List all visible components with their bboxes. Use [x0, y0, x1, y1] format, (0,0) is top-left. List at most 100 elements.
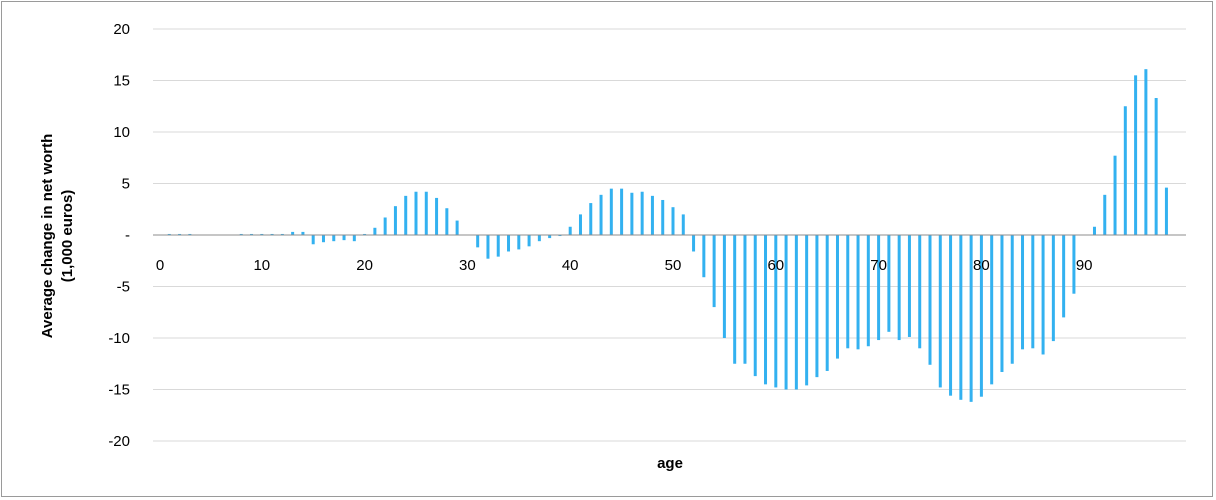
- x-tick-label: 0: [156, 257, 164, 274]
- bar: [640, 191, 644, 235]
- bar: [260, 233, 264, 235]
- bar: [1092, 226, 1096, 235]
- x-axis-title: age: [657, 455, 683, 472]
- x-axis-tick-labels: 0 10 20 30 40 50 60 70 80 90: [156, 257, 1093, 274]
- y-axis-title: Average change in net worth (1,000 euros…: [39, 134, 76, 339]
- x-tick-label: 50: [665, 257, 682, 274]
- bar: [712, 235, 716, 308]
- x-tick-label: 60: [767, 257, 784, 274]
- bar: [764, 235, 768, 385]
- x-tick-label: 10: [253, 257, 270, 274]
- bar: [1113, 155, 1117, 235]
- bar: [630, 192, 634, 235]
- bar: [609, 188, 613, 235]
- bar: [352, 235, 356, 242]
- bar: [445, 208, 449, 235]
- bar: [578, 214, 582, 235]
- bar: [1134, 75, 1138, 235]
- x-tick-label: 70: [870, 257, 887, 274]
- bar: [1041, 235, 1045, 355]
- bar: [949, 235, 953, 396]
- bar: [1031, 235, 1035, 349]
- bar: [1123, 106, 1127, 235]
- bar: [548, 235, 552, 239]
- bar: [167, 233, 171, 235]
- bar: [722, 235, 726, 338]
- bar: [589, 203, 593, 235]
- bar-series: [167, 69, 1168, 402]
- bar: [753, 235, 757, 377]
- bar: [620, 188, 624, 235]
- bar: [866, 235, 870, 347]
- x-tick-label: 80: [973, 257, 990, 274]
- bar: [681, 214, 685, 235]
- bar: [393, 206, 397, 235]
- bar: [599, 194, 603, 235]
- bar: [1072, 235, 1076, 294]
- bar: [835, 235, 839, 359]
- bar: [527, 235, 531, 247]
- bar: [435, 197, 439, 235]
- bar: [311, 235, 315, 245]
- bar: [455, 220, 459, 235]
- bar: [887, 235, 891, 332]
- bar: [928, 235, 932, 365]
- x-tick-label: 90: [1076, 257, 1093, 274]
- y-tick-label: -10: [108, 330, 130, 347]
- bar: [897, 235, 901, 341]
- bar: [650, 195, 654, 235]
- bar: [671, 207, 675, 235]
- bar: [239, 233, 243, 235]
- bar: [476, 235, 480, 248]
- bar: [1103, 194, 1107, 235]
- bar: [342, 235, 346, 241]
- bar: [702, 235, 706, 278]
- bar: [1154, 98, 1158, 235]
- y-tick-label: -15: [108, 382, 130, 399]
- y-tick-label: -20: [108, 433, 130, 450]
- bar: [568, 226, 572, 235]
- bar: [959, 235, 963, 400]
- y-axis-tick-labels: 20 15 10 5 - -5 -10 -15 -20: [108, 21, 130, 450]
- bar: [414, 191, 418, 235]
- bar: [979, 235, 983, 397]
- bar: [424, 191, 428, 235]
- bar: [918, 235, 922, 349]
- y-tick-label: -: [125, 227, 130, 244]
- bar: [363, 233, 367, 235]
- x-tick-label: 40: [562, 257, 579, 274]
- bar: [517, 235, 521, 250]
- bar: [1051, 235, 1055, 342]
- bar: [1062, 235, 1066, 318]
- bar: [291, 231, 295, 235]
- bar: [250, 233, 254, 235]
- bar: [733, 235, 737, 364]
- bar: [774, 235, 778, 388]
- x-tick-label: 20: [356, 257, 373, 274]
- bar: [825, 235, 829, 371]
- bar: [907, 235, 911, 337]
- bar: [404, 195, 408, 235]
- bar: [990, 235, 994, 385]
- bar: [692, 235, 696, 252]
- bar: [373, 227, 377, 235]
- bar: [856, 235, 860, 350]
- bar: [496, 235, 500, 257]
- bar: [270, 233, 274, 235]
- bar: [969, 235, 973, 402]
- gridlines: [153, 28, 1186, 442]
- bar: [188, 233, 192, 235]
- bar: [332, 235, 336, 242]
- bar: [558, 235, 562, 237]
- bar: [1000, 235, 1004, 372]
- y-tick-label: 15: [113, 73, 130, 90]
- bar: [1164, 187, 1168, 235]
- y-axis-title-line-2: (1,000 euros): [59, 190, 76, 283]
- bar: [846, 235, 850, 349]
- y-tick-label: 5: [122, 176, 130, 193]
- bar: [784, 235, 788, 390]
- bar: [383, 217, 387, 235]
- bar: [178, 233, 182, 235]
- y-axis-title-line-1: Average change in net worth: [39, 134, 56, 339]
